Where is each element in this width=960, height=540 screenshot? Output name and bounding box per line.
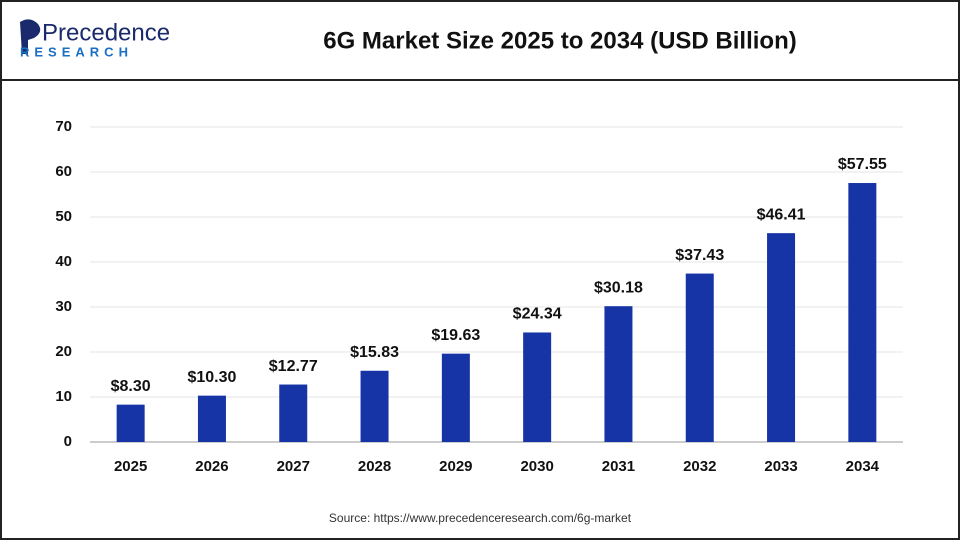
value-label: $8.30 — [111, 378, 151, 395]
y-tick-label: 70 — [55, 118, 72, 135]
y-tick-label: 20 — [55, 343, 72, 360]
logo-mark — [20, 19, 41, 54]
y-tick-label: 50 — [55, 208, 72, 225]
bar — [116, 404, 145, 442]
bar — [279, 384, 308, 442]
chart-title: 6G Market Size 2025 to 2034 (USD Billion… — [323, 27, 797, 54]
x-tick-label: 2034 — [846, 458, 880, 475]
value-label: $19.63 — [431, 327, 480, 344]
bar — [197, 395, 226, 442]
x-tick-label: 2030 — [520, 458, 553, 475]
source: Source: https://www.precedenceresearch.c… — [329, 511, 632, 525]
value-label: $10.30 — [187, 369, 236, 386]
value-label: $12.77 — [269, 358, 318, 375]
value-label: $15.83 — [350, 344, 399, 361]
value-label: $57.55 — [838, 156, 887, 173]
x-tick-label: 2033 — [764, 458, 797, 475]
bar — [523, 332, 552, 442]
bar — [848, 183, 877, 442]
bar — [767, 233, 796, 442]
x-tick-label: 2027 — [277, 458, 310, 475]
y-tick-label: 30 — [55, 298, 72, 315]
bar — [441, 353, 470, 442]
value-label: $30.18 — [594, 279, 643, 296]
x-tick-label: 2031 — [602, 458, 635, 475]
x-tick-label: 2028 — [358, 458, 391, 475]
bar — [360, 370, 389, 442]
y-tick-label: 60 — [55, 163, 72, 180]
y-tick-label: 0 — [64, 433, 72, 450]
value-label: $37.43 — [675, 247, 724, 264]
logo-name: Precedence — [42, 19, 170, 46]
y-tick-label: 40 — [55, 253, 72, 270]
x-tick-label: 2026 — [195, 458, 228, 475]
y-tick-label: 10 — [55, 388, 72, 405]
bar — [685, 273, 714, 442]
x-tick-label: 2029 — [439, 458, 472, 475]
value-label: $24.34 — [513, 306, 562, 323]
x-tick-label: 2025 — [114, 458, 147, 475]
value-label: $46.41 — [757, 206, 806, 223]
logo-tagline: RESEARCH — [20, 44, 133, 59]
bar — [604, 306, 633, 442]
x-tick-label: 2032 — [683, 458, 716, 475]
